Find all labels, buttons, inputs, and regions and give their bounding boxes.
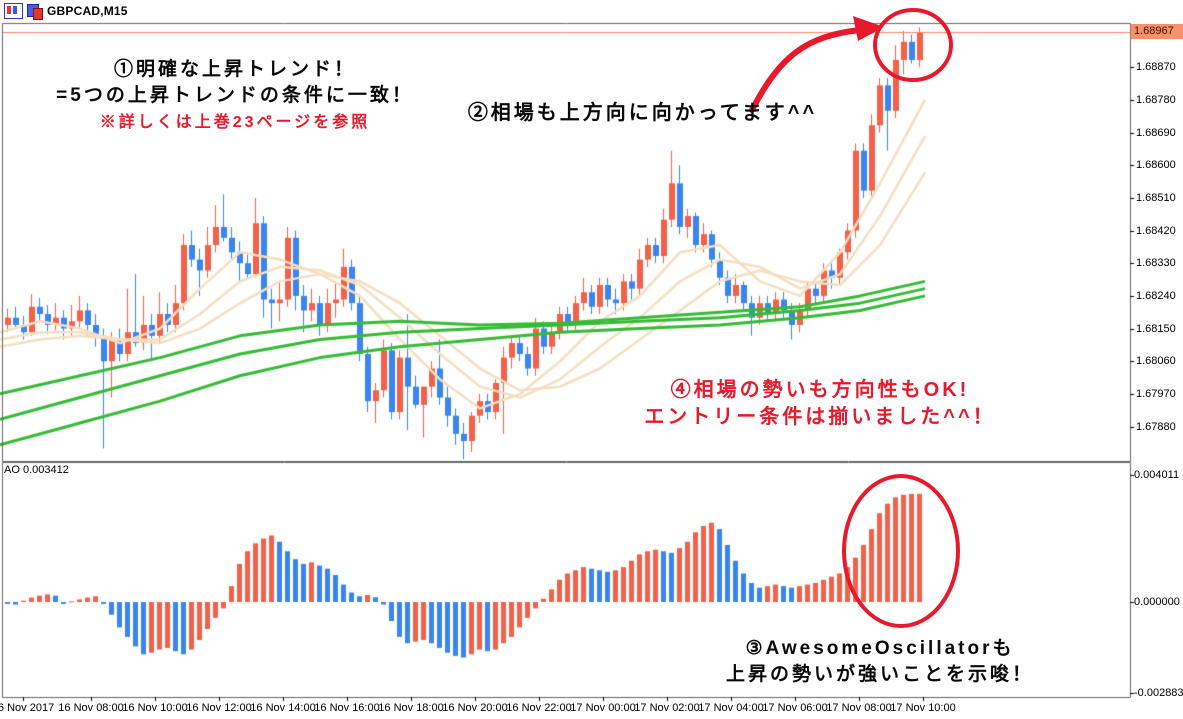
time-axis-label: 16 Nov 08:00	[58, 702, 124, 714]
time-axis-label: 16 Nov 14:00	[250, 702, 316, 714]
time-axis-label: 17 Nov 04:00	[698, 702, 764, 714]
ao-axis-label: 0.004011	[1134, 468, 1180, 481]
price-axis-label: 1.68150	[1136, 322, 1176, 335]
time-axis-label: 16 Nov 12:00	[186, 702, 252, 714]
price-axis-label: 1.68870	[1136, 61, 1176, 74]
ao-axis-label: -0.002883	[1134, 687, 1183, 700]
time-axis-label: 17 Nov 08:00	[826, 702, 892, 714]
price-axis-label: 1.67880	[1136, 420, 1176, 433]
price-axis-label: 1.68330	[1136, 257, 1176, 270]
time-axis-label: 17 Nov 10:00	[890, 702, 956, 714]
current-price-tag: 1.68967	[1131, 24, 1183, 39]
price-axis-label: 1.68420	[1136, 224, 1176, 237]
annotation-entry-line1: ④相場の勢いも方向性もOK!	[670, 379, 970, 401]
annotation-entry-conditions: ④相場の勢いも方向性もOK! エントリー条件は揃いました^^！	[620, 377, 1020, 431]
time-axis-label: 16 Nov 2017	[0, 702, 55, 714]
chart-bars-icon	[4, 3, 23, 19]
ao-axis-label: 0.000000	[1134, 596, 1180, 608]
time-axis-label: 16 Nov 18:00	[378, 702, 444, 714]
annotation-ao-line1: ③AwesomeOscillatorも	[745, 638, 1015, 659]
annotation-uptrend: ①明確な上昇トレンド！ =5つの上昇トレンドの条件に一致！	[55, 57, 415, 108]
price-axis-label: 1.67970	[1136, 387, 1176, 400]
price-axis-label: 1.68600	[1136, 159, 1176, 172]
price-axis-label: 1.68240	[1136, 289, 1176, 302]
price-axis-label: 1.68510	[1136, 191, 1176, 204]
price-axis-label: 1.68060	[1136, 355, 1176, 368]
price-axis-label: 1.68690	[1136, 126, 1176, 139]
time-axis-label: 17 Nov 00:00	[570, 702, 636, 714]
price-axis-label: 1.68780	[1136, 93, 1176, 106]
symbol-title: GBPCAD,M15	[47, 4, 128, 18]
time-axis-label: 16 Nov 10:00	[122, 702, 188, 714]
annotation-uptrend-line2: =5つの上昇トレンドの条件に一致！	[56, 84, 414, 106]
time-axis-label: 16 Nov 20:00	[442, 702, 508, 714]
time-axis-label: 17 Nov 02:00	[634, 702, 700, 714]
time-axis-label: 16 Nov 22:00	[506, 702, 572, 714]
annotation-uptrend-line1: ①明確な上昇トレンド！	[113, 59, 356, 80]
chart-window-icon	[27, 4, 43, 20]
ao-indicator-label: AO 0.003412	[4, 464, 69, 476]
annotation-page-reference: ※詳しくは上巻23ページを参照	[99, 114, 371, 131]
chart-titlebar: GBPCAD,M15	[4, 3, 128, 20]
time-axis-label: 16 Nov 16:00	[314, 702, 380, 714]
annotation-awesome-oscillator: ③AwesomeOscillatorも 上昇の勢いが強いことを示唆！	[695, 636, 1065, 687]
time-axis-label: 17 Nov 06:00	[762, 702, 828, 714]
annotation-entry-line2: エントリー条件は揃いました^^！	[644, 406, 996, 428]
annotation-ao-line2: 上昇の勢いが強いことを示唆！	[725, 663, 1034, 685]
annotation-market-direction: ②相場も上方向に向かってます^^	[467, 102, 818, 124]
